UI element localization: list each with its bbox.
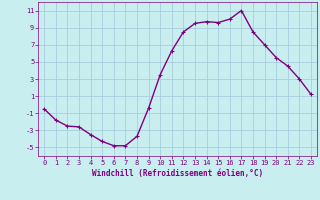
X-axis label: Windchill (Refroidissement éolien,°C): Windchill (Refroidissement éolien,°C) (92, 169, 263, 178)
